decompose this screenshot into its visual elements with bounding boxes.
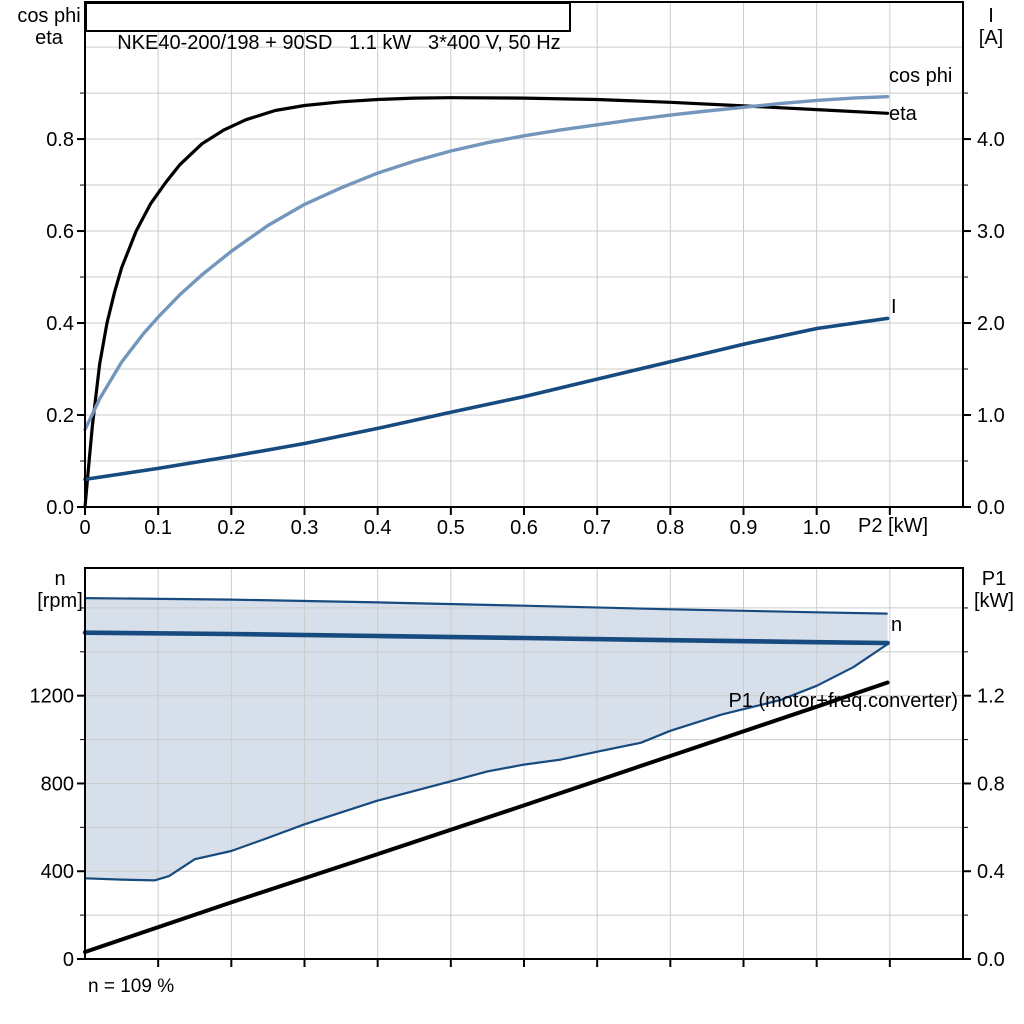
right-axis-title: [kW]	[974, 590, 1014, 612]
series-P1-motor-freq-converter-line	[83, 680, 890, 954]
right-axis-tick-label: 0.4	[977, 861, 1005, 883]
series-speed-n-line	[82, 630, 890, 646]
speed-operating-range-lower-boundary	[84, 643, 889, 882]
left-axis-title: [rpm]	[37, 590, 83, 612]
left-axis-tick-label: 0.6	[46, 221, 74, 243]
label-cos-phi: cos phi	[889, 65, 952, 87]
x-axis-tick-label: 0.7	[583, 517, 611, 539]
right-axis-title: P1	[982, 568, 1006, 590]
right-axis-tick-label: 4.0	[977, 129, 1005, 151]
x-axis-tick-label: 0.2	[217, 517, 245, 539]
chart-title-box: NKE40-200/198 + 90SD 1.1 kW 3*400 V, 50 …	[85, 2, 571, 54]
right-axis-tick-label: 3.0	[977, 221, 1005, 243]
x-axis-title: P2 [kW]	[858, 515, 928, 537]
left-axis-tick-label: 1200	[30, 686, 75, 708]
left-axis-title: eta	[35, 27, 64, 49]
tick-labels: 0 400 800 1200 0.0 0.4 0.8 1.2	[30, 686, 1005, 971]
right-axis-title: [A]	[979, 27, 1003, 49]
left-axis-tick-label: 0.4	[46, 313, 74, 335]
x-axis-tick-label: 0.4	[364, 517, 392, 539]
right-axis-title: I	[988, 5, 994, 27]
right-axis-tick-label: 1.2	[977, 686, 1005, 708]
x-axis-tick-label: 0.3	[291, 517, 319, 539]
right-axis-tick-label: 2.0	[977, 313, 1005, 335]
series-eta-line	[83, 96, 890, 509]
speed-operating-range-upper-boundary	[84, 597, 888, 615]
top-chart-group: 0.0 0.2 0.4 0.6 0.8 0.0 1.0 2.0 3.0 4.0 0 0.1 0.2 0.3…	[17, 1, 1005, 539]
left-axis-title: n	[54, 568, 65, 590]
left-axis-title: cos phi	[17, 5, 80, 27]
label-eta: eta	[889, 103, 918, 125]
x-axis-tick-label: 0.9	[730, 517, 758, 539]
left-axis-tick-label: 0.2	[46, 405, 74, 427]
right-axis-tick-label: 1.0	[977, 405, 1005, 427]
left-axis-tick-label: 400	[41, 861, 74, 883]
x-axis-tick-label: 0.6	[510, 517, 538, 539]
left-axis-tick-label: 800	[41, 773, 74, 795]
x-axis-tick-label: 0.8	[656, 517, 684, 539]
gridlines	[85, 2, 963, 507]
label-i: I	[891, 296, 897, 318]
ticks	[77, 607, 971, 967]
chart-title-label: NKE40-200/198 + 90SD 1.1 kW 3*400 V, 50 …	[117, 32, 561, 54]
label-n: n	[891, 614, 902, 636]
label-n-109: n = 109 %	[88, 976, 174, 997]
series-cos-phi-line	[83, 95, 890, 432]
x-axis-tick-label: 0.1	[144, 517, 172, 539]
right-axis-tick-label: 0.8	[977, 773, 1005, 795]
x-axis-tick-label: 1.0	[803, 517, 831, 539]
series-current-I-line	[83, 316, 890, 482]
x-axis-tick-label: 0	[79, 517, 90, 539]
left-axis-tick-label: 0.8	[46, 129, 74, 151]
right-axis-tick-label: 0.0	[977, 949, 1005, 971]
x-axis-tick-label: 0.5	[437, 517, 465, 539]
left-axis-tick-label: 0.0	[46, 497, 74, 519]
label-p1-motor-freq-converter: P1 (motor+freq.converter)	[728, 690, 958, 712]
left-axis-tick-label: 0	[63, 949, 74, 971]
tick-labels: 0.0 0.2 0.4 0.6 0.8 0.0 1.0 2.0 3.0 4.0 0 0.1 0.2 0.3…	[46, 129, 1005, 539]
ticks	[77, 92, 971, 515]
right-axis-tick-label: 0.0	[977, 497, 1005, 519]
